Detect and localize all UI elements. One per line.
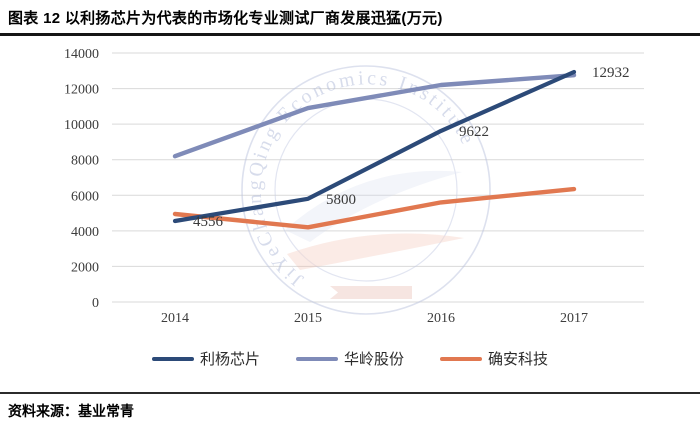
legend-swatch-liyang-chip xyxy=(151,356,194,361)
data-label: 4556 xyxy=(193,214,224,230)
watermark-band-shape xyxy=(287,233,464,270)
data-label: 9622 xyxy=(459,124,489,140)
legend-swatch-hualing-shares xyxy=(295,356,338,361)
source-text: 资料来源：基业常青 xyxy=(8,403,134,419)
y-tick-label: 2000 xyxy=(71,260,99,275)
legend-label-hualing-shares: 华岭股份 xyxy=(343,352,404,368)
grid-and-axes: 0 2000 4000 6000 8000 10000 12000 14000 2014 2015… xyxy=(64,47,644,326)
legend-label-quean-tech: 确安科技 xyxy=(488,352,549,368)
watermark-outer-ring xyxy=(241,65,491,315)
source-bar: 资料来源：基业常青 xyxy=(0,392,700,421)
title-bar: 图表 12 以利扬芯片为代表的市场化专业测试厂商发展迅猛(万元) xyxy=(0,0,700,36)
x-tick-label: 2014 xyxy=(161,311,189,326)
data-label: 5800 xyxy=(326,192,356,208)
legend-label-liyang-chip: 利杨芯片 xyxy=(199,352,260,368)
data-labels: 4556 5800 9622 12932 xyxy=(193,65,630,230)
chart-title: 图表 12 以利扬芯片为代表的市场化专业测试厂商发展迅猛(万元) xyxy=(8,10,443,27)
watermark-ribbon-shape xyxy=(330,286,412,299)
series-line-0 xyxy=(172,69,577,224)
legend-item-quean-tech: 确安科技 xyxy=(440,348,548,369)
series-lines xyxy=(172,69,577,230)
y-tick-label: 10000 xyxy=(64,118,99,133)
y-tick-label: 12000 xyxy=(64,83,99,98)
data-label: 12932 xyxy=(592,65,630,81)
watermark-seal: JiYeChangQing Economics Institute xyxy=(241,65,491,315)
y-tick-label: 6000 xyxy=(71,189,99,204)
y-tick-label: 14000 xyxy=(64,47,99,62)
chart-legend: 利杨芯片 华岭股份 确安科技 xyxy=(0,348,700,369)
x-tick-label: 2015 xyxy=(294,311,322,326)
y-tick-label: 0 xyxy=(92,296,99,311)
x-tick-label: 2016 xyxy=(427,311,455,326)
series-line-1 xyxy=(172,72,577,159)
legend-item-liyang-chip: 利杨芯片 xyxy=(151,348,260,369)
y-tick-label: 8000 xyxy=(71,154,99,169)
legend-swatch-quean-tech xyxy=(440,356,482,361)
series-line-2 xyxy=(172,186,577,230)
x-tick-label: 2017 xyxy=(560,311,588,326)
legend-item-hualing-shares: 华岭股份 xyxy=(295,348,404,369)
y-tick-label: 4000 xyxy=(71,225,99,240)
